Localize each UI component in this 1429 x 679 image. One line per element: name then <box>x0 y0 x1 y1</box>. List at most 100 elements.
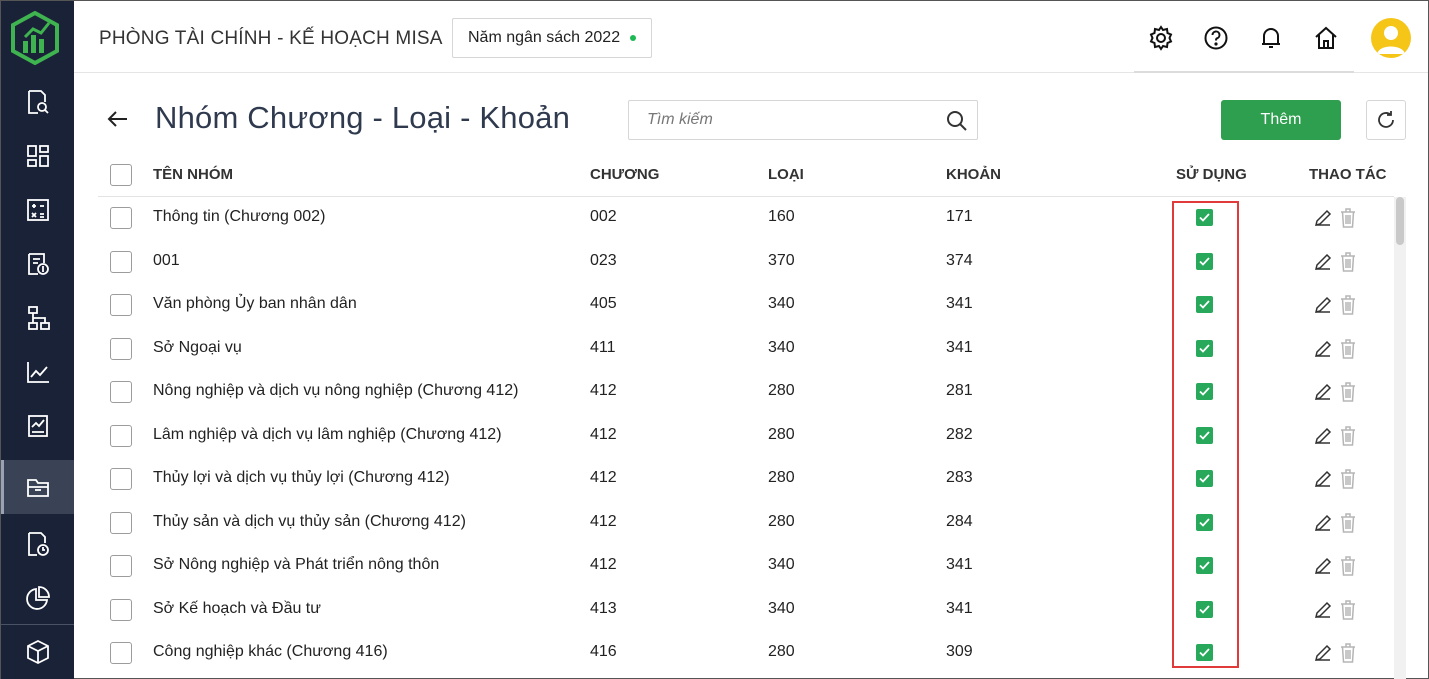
trash-icon[interactable] <box>1339 338 1357 360</box>
trash-icon[interactable] <box>1339 642 1357 664</box>
trash-icon[interactable] <box>1339 468 1357 490</box>
table-row[interactable]: Thông tin (Chương 002) 002 160 171 <box>98 197 1394 241</box>
sidebar-item-pie-chart[interactable] <box>1 571 74 625</box>
vertical-scrollbar[interactable] <box>1394 197 1406 679</box>
sidebar-item-calculator[interactable] <box>1 183 74 237</box>
trash-icon[interactable] <box>1339 381 1357 403</box>
use-checkbox-checked[interactable] <box>1196 296 1213 313</box>
edit-icon[interactable] <box>1313 252 1333 272</box>
edit-icon[interactable] <box>1313 469 1333 489</box>
use-checkbox-checked[interactable] <box>1196 513 1213 531</box>
sidebar-item-cube[interactable] <box>1 625 74 679</box>
edit-icon[interactable] <box>1313 339 1333 359</box>
trash-icon[interactable] <box>1339 512 1357 534</box>
row-checkbox[interactable] <box>110 381 132 403</box>
column-header-use[interactable]: SỬ DỤNG <box>1176 166 1247 183</box>
cell-item: 374 <box>946 251 973 269</box>
column-header-item[interactable]: KHOẢN <box>946 166 1001 183</box>
use-checkbox-checked[interactable] <box>1196 383 1213 400</box>
scrollbar-thumb[interactable] <box>1396 197 1404 245</box>
pie-chart-icon <box>25 586 50 610</box>
table-row[interactable]: Thủy lợi và dịch vụ thủy lợi (Chương 412… <box>98 458 1394 502</box>
table-row[interactable]: Sở Kế hoạch và Đầu tư 413 340 341 <box>98 589 1394 633</box>
sidebar-item-org-chart[interactable] <box>1 291 74 345</box>
row-checkbox[interactable] <box>110 294 132 316</box>
use-checkbox-checked[interactable] <box>1196 644 1213 661</box>
table-row[interactable]: Sở Ngoại vụ 411 340 341 <box>98 328 1394 372</box>
cell-name: Sở Nông nghiệp và Phát triển nông thôn <box>153 556 440 573</box>
sidebar-item-document-clock[interactable] <box>1 517 74 571</box>
row-checkbox[interactable] <box>110 468 132 490</box>
user-avatar-icon <box>1377 26 1405 54</box>
sidebar-item-report-chart[interactable] <box>1 399 74 453</box>
checkmark-icon <box>1199 561 1210 570</box>
help-button[interactable] <box>1203 25 1229 51</box>
trash-icon[interactable] <box>1339 207 1357 229</box>
table-row[interactable]: Sở Nông nghiệp và Phát triển nông thôn 41… <box>98 545 1394 589</box>
use-checkbox-checked[interactable] <box>1196 557 1213 574</box>
sidebar-item-folder[interactable] <box>1 460 74 514</box>
trash-icon[interactable] <box>1339 425 1357 447</box>
table-row[interactable]: Công nghiệp khác (Chương 416) 416 280 309 <box>98 632 1394 676</box>
trash-icon[interactable] <box>1339 555 1357 577</box>
row-checkbox[interactable] <box>110 511 132 534</box>
search-icon[interactable] <box>945 109 969 133</box>
refresh-button[interactable] <box>1366 100 1406 140</box>
avatar[interactable] <box>1371 18 1411 58</box>
use-checkbox-checked[interactable] <box>1196 470 1213 487</box>
cell-name: 001 <box>153 251 180 269</box>
cell-chapter: 412 <box>590 469 617 486</box>
table-row[interactable]: Văn phòng Ủy ban nhân dân 405 340 341 <box>98 284 1394 328</box>
table-row[interactable]: Thủy sản và dịch vụ thủy sản (Chương 412… <box>98 502 1394 546</box>
sidebar-item-dashboard[interactable] <box>1 129 74 183</box>
notification-button[interactable] <box>1258 25 1284 51</box>
company-name: PHÒNG TÀI CHÍNH - KẾ HOẠCH MISA <box>99 28 443 49</box>
settings-button[interactable] <box>1148 25 1174 51</box>
edit-icon[interactable] <box>1313 295 1333 315</box>
row-checkbox[interactable] <box>110 642 132 664</box>
column-header-chapter[interactable]: CHƯƠNG <box>590 166 660 183</box>
trash-icon[interactable] <box>1339 251 1357 273</box>
table-row[interactable]: Nông nghiệp và dịch vụ nông nghiệp (Chươ… <box>98 371 1394 415</box>
row-checkbox[interactable] <box>110 207 132 229</box>
back-arrow-icon[interactable] <box>105 108 131 130</box>
row-checkbox[interactable] <box>110 250 132 273</box>
sidebar-item-search-document[interactable] <box>1 75 74 129</box>
cell-item: 281 <box>946 382 973 399</box>
cell-chapter: 023 <box>590 251 617 269</box>
use-checkbox-checked[interactable] <box>1196 339 1213 357</box>
sidebar-item-invoice[interactable] <box>1 237 74 291</box>
cell-chapter: 405 <box>590 295 617 312</box>
row-checkbox[interactable] <box>110 424 132 447</box>
help-icon <box>1204 26 1228 50</box>
edit-icon[interactable] <box>1313 600 1333 620</box>
trash-icon[interactable] <box>1339 599 1357 621</box>
edit-icon[interactable] <box>1313 382 1333 402</box>
use-checkbox-checked[interactable] <box>1196 426 1213 444</box>
select-all-checkbox[interactable] <box>110 164 132 186</box>
use-checkbox-checked[interactable] <box>1196 600 1213 618</box>
row-checkbox[interactable] <box>110 598 132 621</box>
edit-icon[interactable] <box>1313 513 1333 533</box>
edit-icon[interactable] <box>1313 643 1333 663</box>
home-button[interactable] <box>1313 25 1339 51</box>
edit-icon[interactable] <box>1313 556 1333 576</box>
edit-icon[interactable] <box>1313 426 1333 446</box>
table-row[interactable]: 001 023 370 374 <box>98 241 1394 285</box>
budget-year-selector[interactable]: Năm ngân sách 2022 <box>452 18 652 58</box>
use-checkbox-checked[interactable] <box>1196 209 1213 226</box>
use-checkbox-checked[interactable] <box>1196 252 1213 270</box>
misa-logo-icon[interactable] <box>11 11 59 65</box>
edit-icon[interactable] <box>1313 208 1333 228</box>
calculator-icon <box>26 199 49 221</box>
add-button[interactable]: Thêm <box>1221 100 1341 140</box>
cell-name: Văn phòng Ủy ban nhân dân <box>153 295 357 312</box>
row-checkbox[interactable] <box>110 555 132 577</box>
table-row[interactable]: Lâm nghiệp và dịch vụ lâm nghiệp (Chương… <box>98 415 1394 459</box>
row-checkbox[interactable] <box>110 337 132 360</box>
column-header-name[interactable]: TÊN NHÓM <box>153 166 233 183</box>
sidebar-item-line-chart[interactable] <box>1 345 74 399</box>
trash-icon[interactable] <box>1339 294 1357 316</box>
search-input[interactable] <box>629 101 939 139</box>
column-header-type[interactable]: LOẠI <box>768 166 804 183</box>
